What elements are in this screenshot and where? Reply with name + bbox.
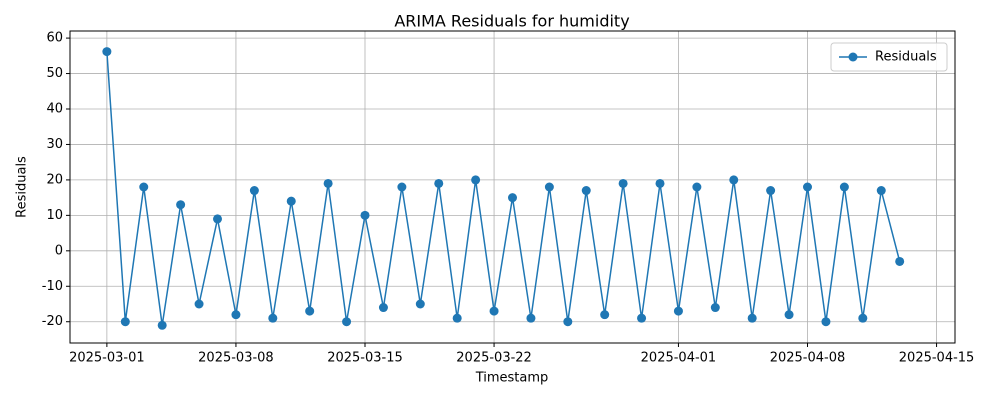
data-point <box>489 306 499 316</box>
data-point <box>120 317 130 327</box>
legend-marker <box>848 52 858 62</box>
data-point <box>858 313 868 323</box>
y-tick-label: 50 <box>46 66 63 81</box>
x-tick-label: 2025-04-08 <box>770 351 846 366</box>
y-tick-label: 30 <box>46 137 63 152</box>
data-point <box>286 196 296 206</box>
x-axis-label: Timestamp <box>475 371 549 386</box>
data-point <box>821 317 831 327</box>
data-point <box>213 214 222 224</box>
data-point <box>544 182 554 192</box>
y-tick-label: -10 <box>42 279 63 294</box>
data-point <box>895 256 905 266</box>
data-point <box>526 313 536 323</box>
data-point <box>415 299 425 309</box>
data-point <box>673 306 683 316</box>
data-point <box>581 186 591 196</box>
data-point <box>618 178 628 188</box>
data-point <box>397 182 407 192</box>
data-point <box>249 186 259 196</box>
x-tick-label: 2025-03-22 <box>456 351 532 366</box>
legend-label: Residuals <box>875 50 937 65</box>
y-tick-label: -20 <box>42 314 63 329</box>
data-point <box>600 310 610 320</box>
data-point <box>360 210 370 220</box>
series-line <box>106 51 901 326</box>
data-point <box>637 313 647 323</box>
y-tick-label: 20 <box>46 172 63 187</box>
data-point <box>766 186 776 196</box>
data-point <box>139 182 149 192</box>
data-point <box>194 299 204 309</box>
legend-box <box>830 42 948 72</box>
x-tick-label: 2025-03-15 <box>327 351 403 366</box>
y-axis-label: Residuals <box>15 156 30 218</box>
y-tick-label: 60 <box>46 31 63 46</box>
plot-frame <box>69 30 956 344</box>
data-point <box>710 303 720 313</box>
data-point <box>471 175 481 185</box>
data-point <box>452 313 462 323</box>
data-point <box>378 303 388 313</box>
data-point <box>157 320 167 330</box>
x-tick-label: 2025-04-15 <box>899 351 975 366</box>
data-point <box>176 200 186 210</box>
y-tick-label: 40 <box>46 102 63 117</box>
data-point <box>231 310 241 320</box>
data-point <box>563 317 573 327</box>
data-point <box>305 306 315 316</box>
data-point <box>268 313 278 323</box>
data-point <box>323 178 333 188</box>
data-point <box>102 47 112 57</box>
y-tick-label: 10 <box>46 208 63 223</box>
data-point <box>729 175 739 185</box>
data-point <box>803 182 812 192</box>
y-tick-label: 0 <box>55 243 63 258</box>
data-point <box>342 317 352 327</box>
data-point <box>434 178 444 188</box>
data-point <box>655 178 665 188</box>
data-point <box>876 186 886 196</box>
data-point <box>747 313 757 323</box>
data-point <box>839 182 849 192</box>
chart-title: ARIMA Residuals for humidity <box>394 12 629 31</box>
x-tick-label: 2025-04-01 <box>641 351 717 366</box>
data-point <box>692 182 702 192</box>
data-point <box>784 310 794 320</box>
x-tick-label: 2025-03-08 <box>198 351 274 366</box>
data-point <box>508 193 517 203</box>
x-tick-label: 2025-03-01 <box>69 351 145 366</box>
